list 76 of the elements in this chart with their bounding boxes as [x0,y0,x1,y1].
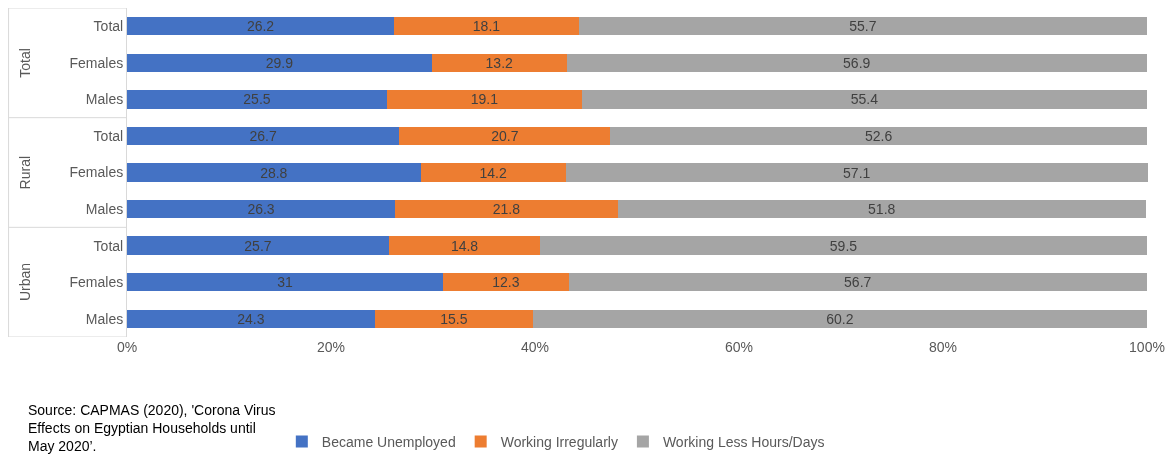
y-tick-label: Total [93,127,124,144]
bar [127,309,375,328]
data-label: 57.1 [843,164,871,181]
legend-label: Became Unemployed [321,433,456,450]
data-label: 13.2 [485,54,514,71]
x-tick-label: 0% [116,339,138,355]
data-label: 19.1 [470,91,499,108]
bar [127,236,390,255]
bar [540,236,1147,255]
data-label: 25.5 [243,91,271,108]
bar [127,90,388,109]
bar [568,273,1147,292]
data-label: 59.5 [829,237,858,254]
bar [399,126,611,146]
data-label: 29.9 [265,54,294,71]
data-label: 60.2 [826,310,854,327]
bar [610,126,1147,146]
x-tick-label: 60% [724,339,754,355]
data-label: 18.1 [472,18,501,35]
data-label: 51.8 [868,201,896,218]
data-label: 28.8 [260,164,288,181]
y-tick-label: Total [93,237,124,254]
y-tick-label: Males [85,310,124,327]
bar [127,199,396,219]
bar [420,163,566,182]
data-label: 21.8 [492,201,521,218]
data-label: 12.3 [492,274,520,291]
bar [374,309,533,328]
bar [127,163,421,182]
bar [431,53,567,72]
bar [394,17,579,36]
data-label: 14.2 [479,164,507,181]
data-label: 26.7 [249,127,277,144]
bar [578,17,1147,36]
bar [127,273,444,292]
y-tick-label: Total [93,18,124,35]
text: Rural [17,155,34,190]
bar [566,53,1147,72]
data-label: 55.4 [850,91,879,108]
source-note: Source: CAPMAS (2020), 'Corona Virus Effects on Egyptian Households until May 2020’. [28,402,276,455]
bar [389,236,541,255]
data-label: 55.7 [849,18,877,35]
x-tick-label: 80% [928,339,957,355]
data-label: 31 [277,274,293,291]
bar [395,199,618,219]
data-label: 26.3 [247,201,275,218]
text: Total [17,48,34,78]
bar [127,53,432,72]
data-label: 56.7 [844,274,872,291]
text: Urban [16,262,33,302]
data-label: 25.7 [244,237,272,254]
bar [443,273,569,292]
bar [617,199,1146,219]
y-tick-label: Females [69,164,124,181]
y-tick-label: Females [69,274,124,291]
data-label: 14.8 [450,237,479,254]
data-label: 52.6 [864,127,893,144]
bar [387,90,582,109]
data-label: 20.7 [491,127,519,144]
data-label: 24.3 [237,310,265,327]
bar [127,17,395,36]
x-tick-label: 20% [316,339,346,355]
x-tick-label: 40% [520,339,550,355]
y-tick-label: Males [85,91,124,108]
legend-label: Working Irregularly [500,433,618,450]
y-tick-label: Males [85,200,124,217]
legend-label: Working Less Hours/Days [662,433,825,450]
data-label: 56.9 [843,54,871,71]
bar [581,90,1147,109]
data-label: 26.2 [246,18,275,35]
bar [127,126,400,146]
x-tick-label: 100% [1129,339,1165,355]
data-label: 15.5 [440,310,468,327]
bar [565,163,1148,182]
bar [532,309,1147,328]
y-tick-label: Females [69,54,124,71]
